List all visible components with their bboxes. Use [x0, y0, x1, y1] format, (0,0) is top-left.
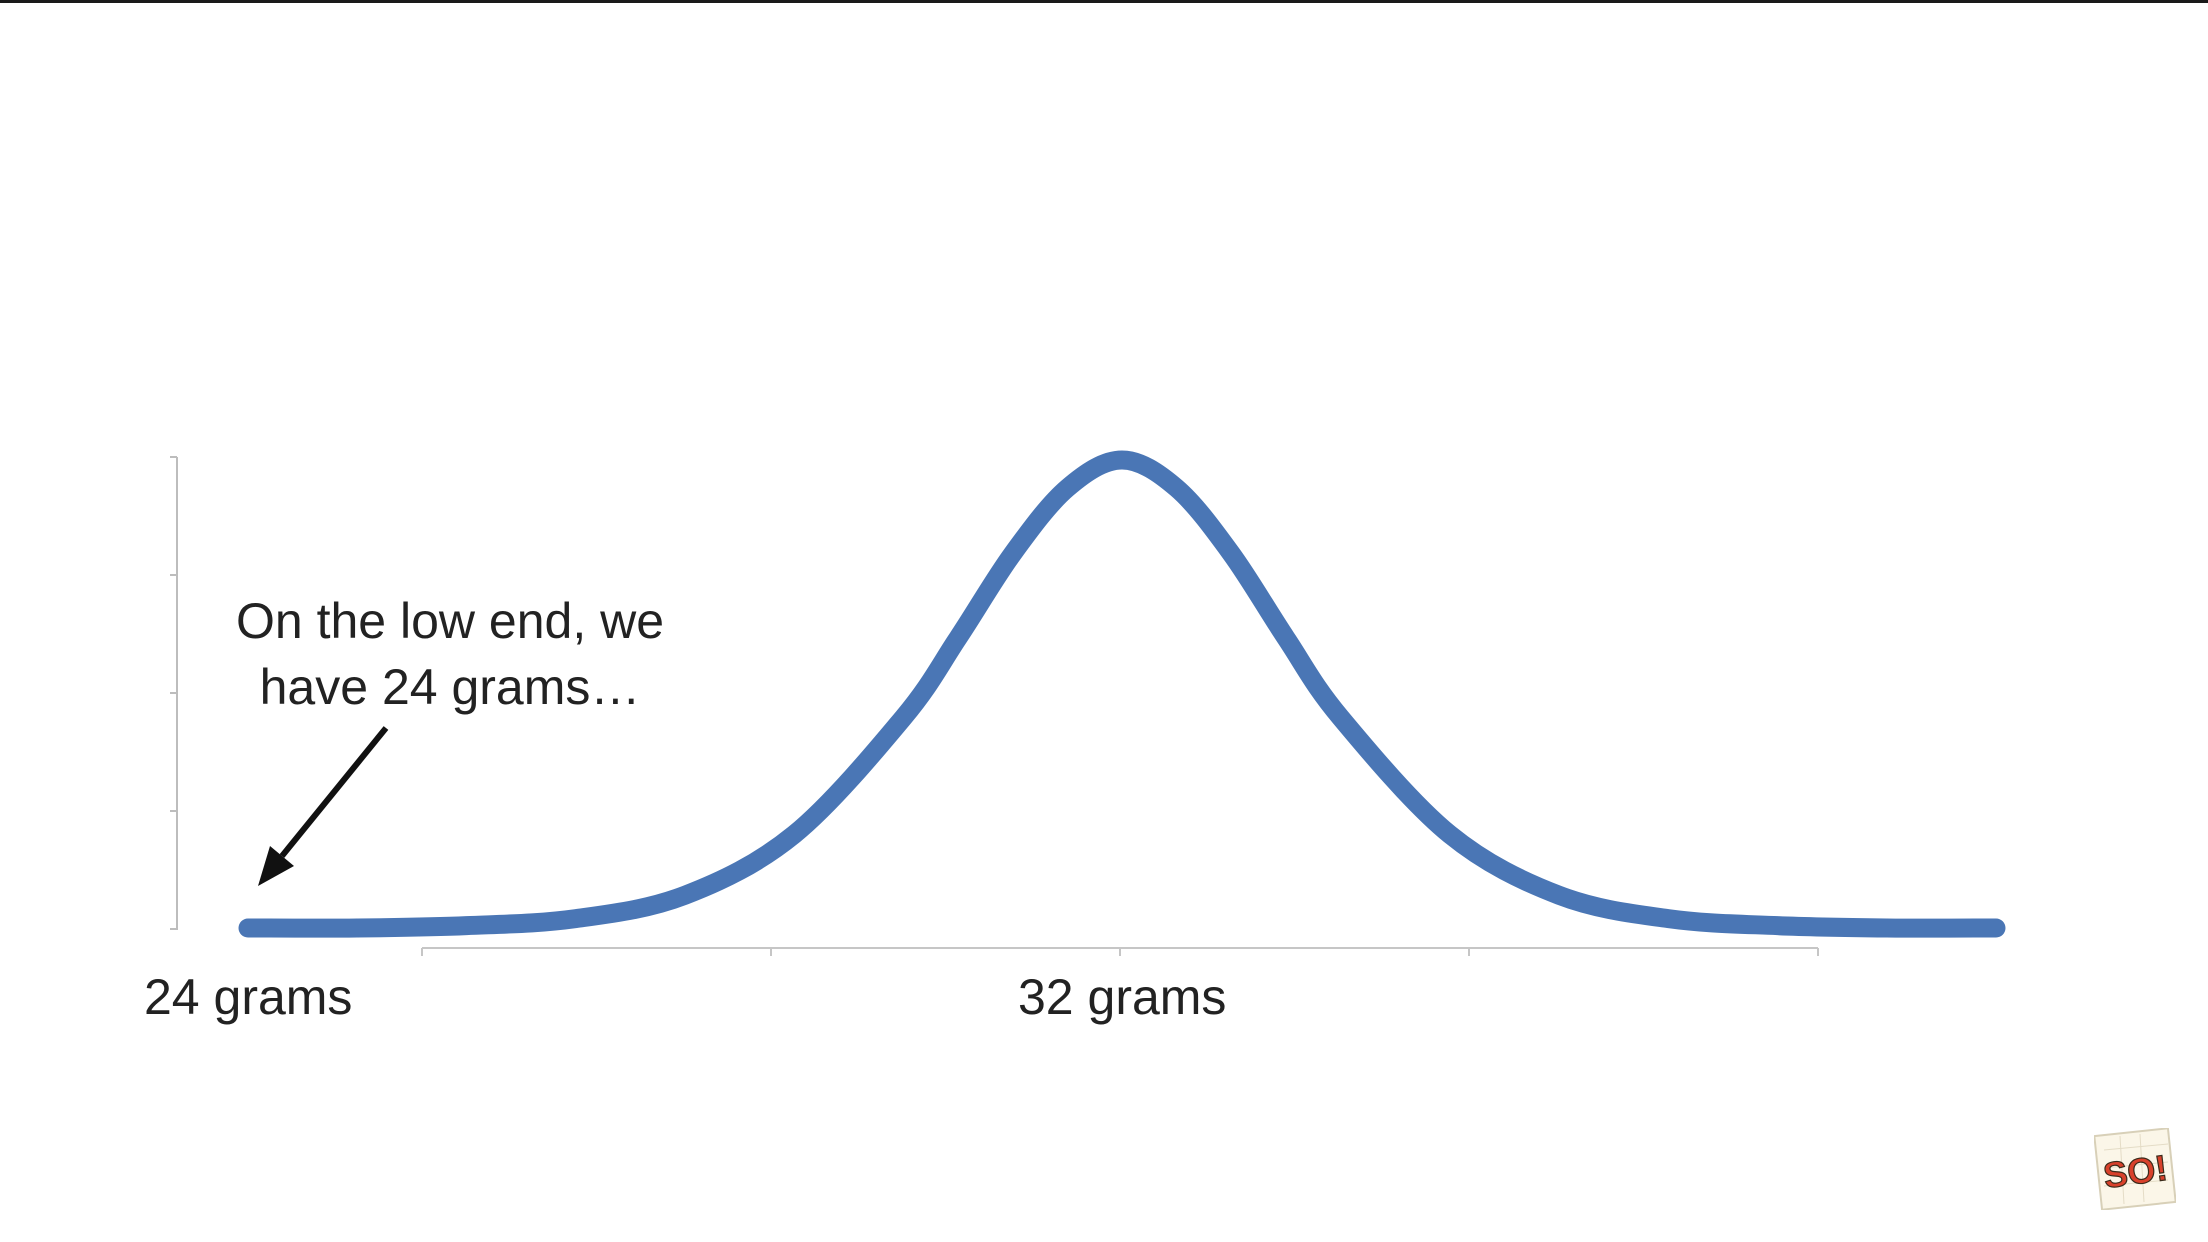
top-border	[0, 0, 2208, 3]
x-tick-label: 32 grams	[1018, 969, 1227, 1025]
so-logo-icon: SO!	[2094, 1128, 2176, 1210]
x-tick-label: 24 grams	[144, 969, 353, 1025]
svg-text:SO!: SO!	[2101, 1147, 2170, 1197]
distribution-curve	[238, 450, 2006, 938]
annotation-arrow	[258, 726, 389, 886]
annotation-text: On the low end, we have 24 grams…	[235, 593, 665, 715]
